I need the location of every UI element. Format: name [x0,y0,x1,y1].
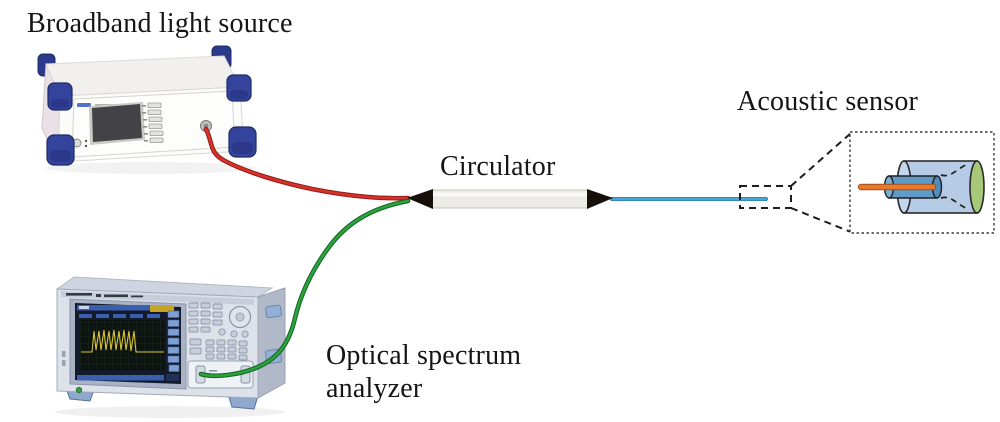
screen-softkeys [167,310,180,372]
osa-side-face [257,287,286,399]
usb-port-mark [62,360,66,366]
diaphragm-disc [969,160,985,214]
circulator-illustration [407,189,613,209]
osa-function-buttons [188,302,223,333]
screen-title-chip [79,306,89,309]
screen-corner-key [166,374,179,381]
cavity-dashed-bottom [940,196,969,210]
green-fiber [199,199,410,378]
osa-shadow [55,406,285,418]
label-optical-spectrum-analyzer: Optical spectrum analyzer [326,339,556,405]
bay-label-mark [209,370,217,372]
indicator-dot [84,139,88,143]
screen-title-bar [77,305,165,311]
light-source-screen [92,104,142,142]
label-osa-line2: analyzer [326,373,423,404]
screen-menu-row [79,314,160,318]
circulator-highlight [433,192,587,197]
callout-line-top [790,132,852,187]
power-led [75,386,83,394]
osa-keypad [189,338,248,361]
red-fiber [204,127,410,200]
screen-graph-grid [80,320,165,370]
fiber-connections [198,126,768,379]
label-osa-line1: Optical spectrum [326,340,522,371]
broadband-light-source-illustration [37,45,257,174]
circulator-cone-right [587,189,613,209]
bumper-shading [50,90,253,162]
indicator-dot [84,144,88,148]
side-handle-top [265,304,282,319]
rotary-knob-center [235,312,245,322]
osa-brand-marks [66,293,143,298]
usb-port-mark [62,351,66,357]
label-circulator: Circulator [440,151,556,182]
sensor-location-box [739,185,792,209]
light-source-buttons [147,102,164,143]
osa-round-buttons [218,328,249,338]
screen-spectrum-trace [81,329,164,353]
callout-line-bottom [790,207,852,233]
optical-spectrum-analyzer-illustration [55,276,286,418]
light-source-shadow [45,162,255,174]
cavity-dashed-top [940,163,969,177]
label-broadband-light-source: Broadband light source [27,8,293,39]
button-labels-marks [142,105,148,142]
circulator-cone-left [407,189,433,209]
brand-logo-mark [77,103,91,107]
screen-status-bar [77,375,164,381]
label-acoustic-sensor: Acoustic sensor [737,86,919,117]
screen-marker-box [150,305,174,312]
acoustic-sensor-callout [739,131,995,234]
